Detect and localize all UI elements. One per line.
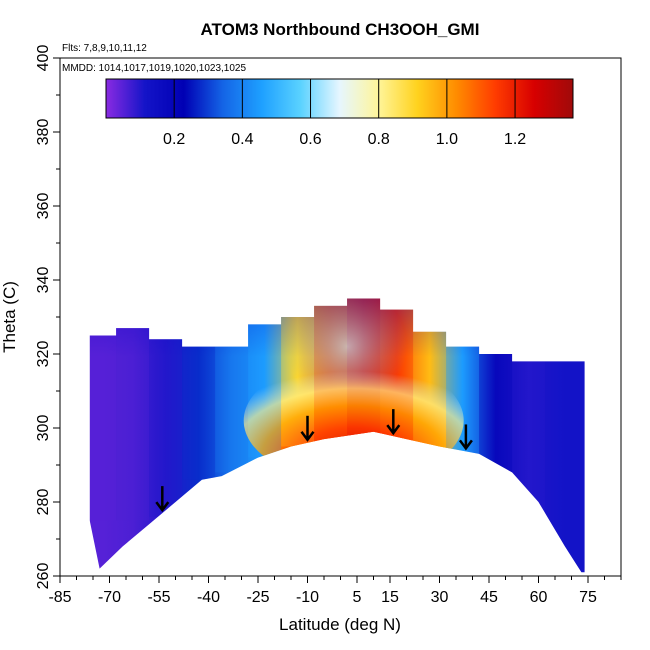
y-axis: 260 280 300 320 340 360 380 400 xyxy=(35,45,60,590)
y-tick-label: 260 xyxy=(35,563,52,590)
y-axis-label: Theta (C) xyxy=(0,281,19,353)
colorbar-ramp xyxy=(105,78,574,119)
heatmap-cell xyxy=(545,361,585,569)
y-tick-label: 320 xyxy=(35,341,52,368)
chart-title: ATOM3 Northbound CH3OOH_GMI xyxy=(201,20,480,39)
heatmap-cell xyxy=(182,346,216,480)
mmdd-annotation: MMDD: 1014,1017,1019,1020,1023,1025 xyxy=(62,63,246,74)
heatmap-cell xyxy=(413,331,447,451)
colorbar-tick-label: 0.8 xyxy=(368,131,390,148)
heatmap-cell xyxy=(446,346,480,458)
arrow-marker xyxy=(155,486,170,513)
flights-annotation: Flts: 7,8,9,10,11,12 xyxy=(62,43,147,54)
x-tick-label: 15 xyxy=(381,589,399,606)
heatmap-cell xyxy=(89,335,117,521)
heatmap-cell xyxy=(215,346,249,473)
y-tick-label: 400 xyxy=(35,45,52,72)
y-tick-label: 340 xyxy=(35,267,52,294)
arrow-marker xyxy=(300,415,315,442)
y-tick-label: 280 xyxy=(35,489,52,516)
x-tick-label: -40 xyxy=(197,589,220,606)
colorbar-tick-label: 0.4 xyxy=(231,131,253,148)
arrow-marker xyxy=(386,409,401,436)
colorbar-tick-label: 0.2 xyxy=(163,131,185,148)
heatmap-cell xyxy=(116,328,150,521)
x-tick-label: -10 xyxy=(296,589,319,606)
heatmap-cell xyxy=(314,305,348,443)
x-tick-label: -55 xyxy=(147,589,170,606)
heatmap-cell xyxy=(479,354,513,484)
colorbar: 0.2 0.4 0.6 0.8 1.0 1.2 xyxy=(105,78,574,148)
heatmap-cell xyxy=(248,324,282,458)
x-axis-label: Latitude (deg N) xyxy=(279,615,401,634)
colorbar-tick-label: 1.0 xyxy=(436,131,458,148)
heatmap-cell xyxy=(512,361,546,506)
x-tick-label: 60 xyxy=(530,589,548,606)
y-tick-label: 380 xyxy=(35,119,52,146)
heatmap-cell xyxy=(281,317,315,447)
colorbar-tick-label: 1.2 xyxy=(504,131,526,148)
arrow-markers xyxy=(155,409,473,513)
x-tick-label: 30 xyxy=(431,589,449,606)
x-tick-label: 75 xyxy=(579,589,597,606)
heatmap-cell xyxy=(380,309,414,443)
heatmap-cell xyxy=(347,298,381,436)
arrow-marker xyxy=(458,424,473,451)
y-tick-label: 360 xyxy=(35,193,52,220)
x-tick-label: -70 xyxy=(98,589,121,606)
x-tick-label: -85 xyxy=(48,589,71,606)
heatmap-cell xyxy=(149,339,183,517)
y-tick-label: 300 xyxy=(35,415,52,442)
colorbar-tick-label: 0.6 xyxy=(299,131,321,148)
x-tick-label: 45 xyxy=(480,589,498,606)
x-tick-label: -25 xyxy=(246,589,269,606)
x-tick-label: 5 xyxy=(353,589,362,606)
x-axis: -85 -70 -55 -40 -25 -10 5 15 30 45 60 75 xyxy=(48,576,622,606)
